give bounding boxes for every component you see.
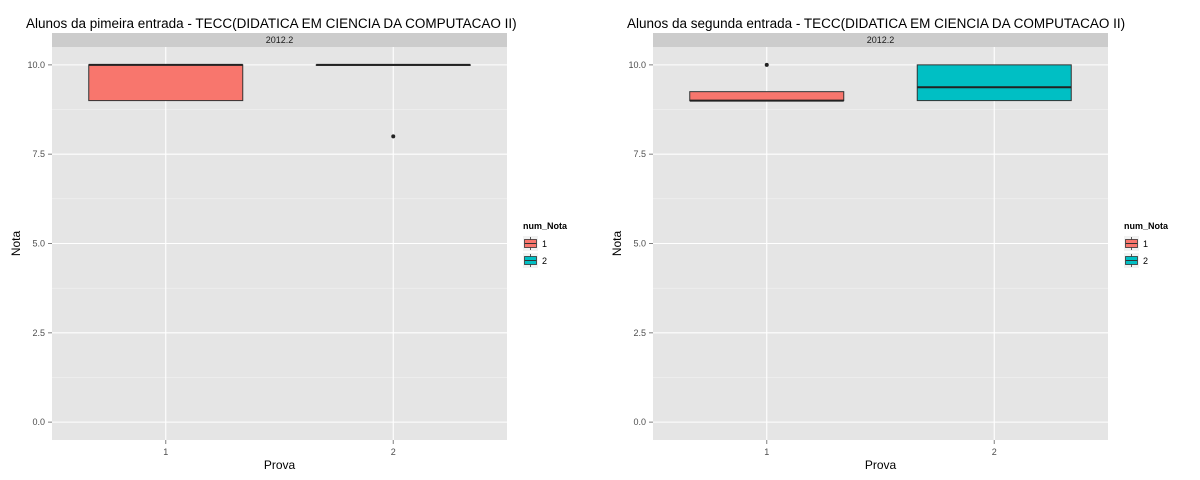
boxplot-2 bbox=[315, 63, 471, 139]
outlier-point bbox=[764, 62, 769, 67]
y-tick-label: 10.0 bbox=[27, 60, 45, 70]
x-tick-label: 1 bbox=[163, 447, 168, 457]
x-axis-title: Prova bbox=[264, 458, 296, 472]
outlier-point bbox=[391, 134, 396, 139]
y-tick-label: 5.0 bbox=[32, 239, 45, 249]
boxplot-1 bbox=[88, 63, 244, 102]
chart-title: Alunos da segunda entrada - TECC(DIDATIC… bbox=[627, 16, 1125, 31]
y-axis-title: Nota bbox=[9, 231, 23, 257]
boxplot-2 bbox=[916, 64, 1072, 102]
legend-title: num_Nota bbox=[523, 221, 568, 231]
y-tick-label: 10.0 bbox=[628, 60, 646, 70]
chart-panel-2: Alunos da segunda entrada - TECC(DIDATIC… bbox=[610, 16, 1169, 472]
y-axis-title: Nota bbox=[610, 231, 624, 257]
box-body bbox=[88, 64, 244, 102]
facet-label: 2012.2 bbox=[266, 35, 294, 45]
chart-panel-1: Alunos da pimeira entrada - TECC(DIDATIC… bbox=[9, 16, 568, 472]
y-tick-label: 2.5 bbox=[32, 328, 45, 338]
legend: num_Nota 1 2 bbox=[523, 221, 568, 268]
legend-label: 1 bbox=[1143, 239, 1148, 249]
legend: num_Nota 1 2 bbox=[1124, 221, 1169, 268]
facet-strip bbox=[52, 33, 507, 47]
x-tick-label: 2 bbox=[992, 447, 997, 457]
box-body bbox=[916, 64, 1072, 102]
box-body bbox=[689, 91, 845, 102]
x-tick-label: 1 bbox=[764, 447, 769, 457]
y-tick-label: 0.0 bbox=[633, 417, 646, 427]
legend-label: 2 bbox=[542, 256, 547, 266]
y-tick-label: 0.0 bbox=[32, 417, 45, 427]
x-tick-label: 2 bbox=[391, 447, 396, 457]
legend-label: 1 bbox=[542, 239, 547, 249]
chart-title: Alunos da pimeira entrada - TECC(DIDATIC… bbox=[26, 16, 517, 31]
y-tick-label: 7.5 bbox=[32, 149, 45, 159]
legend-title: num_Nota bbox=[1124, 221, 1169, 231]
x-axis-title: Prova bbox=[865, 458, 897, 472]
y-tick-label: 2.5 bbox=[633, 328, 646, 338]
facet-label: 2012.2 bbox=[867, 35, 895, 45]
y-tick-label: 5.0 bbox=[633, 239, 646, 249]
facet-strip bbox=[653, 33, 1108, 47]
legend-label: 2 bbox=[1143, 256, 1148, 266]
boxplot-1 bbox=[689, 62, 845, 102]
y-tick-label: 7.5 bbox=[633, 149, 646, 159]
